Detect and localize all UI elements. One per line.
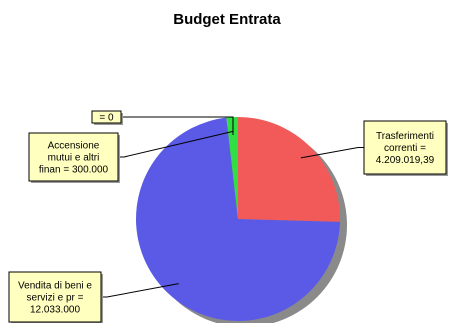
slice-label-box xyxy=(363,120,447,175)
leader-line xyxy=(121,116,234,135)
slice-label-text: mutui e altri xyxy=(48,153,100,164)
slice-label-text: correnti = xyxy=(384,143,426,154)
slice-label-text: Trasferimenti xyxy=(376,131,434,142)
slice-label-text: finan = 300.000 xyxy=(39,165,109,176)
slice-label: = 0 xyxy=(91,110,123,125)
slice-label-text: = 0 xyxy=(99,113,114,124)
leader-line xyxy=(300,147,364,159)
slice-label-text: servizi e pr = xyxy=(27,293,84,304)
slice-label-text: Accensione xyxy=(48,141,100,152)
pie-slice xyxy=(238,117,340,222)
slice-label-text: 4.209.019,39 xyxy=(376,155,435,166)
slice-label-box xyxy=(8,271,102,323)
slice-label-box xyxy=(28,132,119,182)
slice-label-box xyxy=(91,110,122,124)
chart-title: Budget Entrata xyxy=(173,11,281,28)
pie-slice xyxy=(226,117,238,219)
pie-slice xyxy=(136,117,340,321)
pie-slices xyxy=(136,117,340,321)
slice-label-text: 12.033.000 xyxy=(30,305,80,316)
slice-label-text: Vendita di beni e xyxy=(18,281,92,292)
